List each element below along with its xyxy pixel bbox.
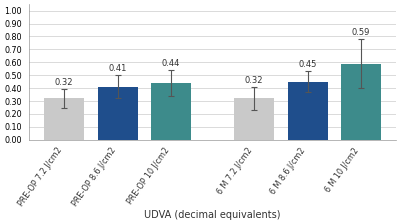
Bar	[341, 64, 381, 140]
Bar	[234, 99, 274, 140]
Bar	[98, 87, 138, 140]
Bar	[151, 83, 191, 140]
Text: 0.59: 0.59	[352, 28, 370, 37]
Text: 0.32: 0.32	[55, 78, 74, 88]
Text: 0.32: 0.32	[245, 76, 263, 85]
Bar	[44, 99, 84, 140]
Text: 0.45: 0.45	[298, 60, 317, 69]
X-axis label: UDVA (decimal equivalents): UDVA (decimal equivalents)	[144, 210, 281, 220]
Text: 0.41: 0.41	[108, 64, 127, 73]
Text: 0.44: 0.44	[162, 59, 180, 68]
Bar	[288, 82, 328, 140]
